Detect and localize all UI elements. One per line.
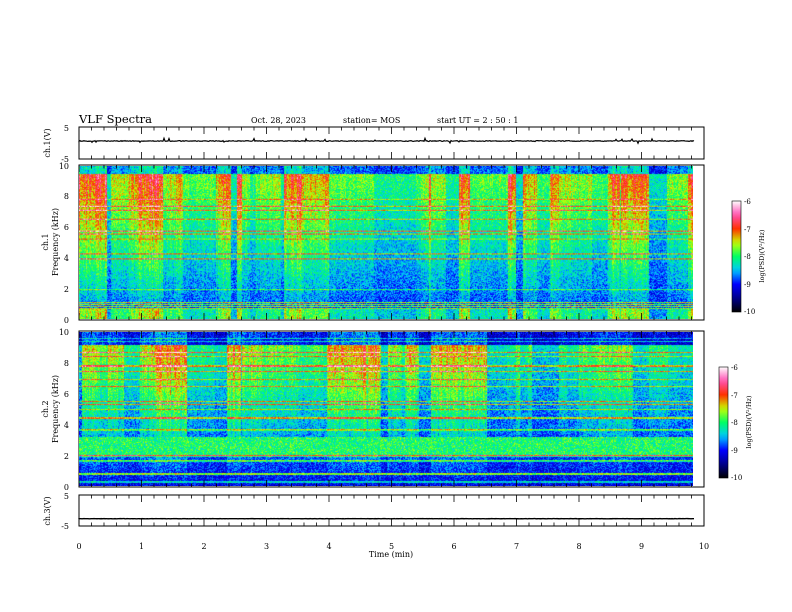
ch1-ytick-2: 2 <box>64 285 69 294</box>
x-tick-label: 2 <box>201 542 206 551</box>
ch2-colorbar-gradient <box>718 366 729 479</box>
cb2-label: log(PSD)(V²/Hz) <box>745 395 753 448</box>
ch1-ytick-top: 5 <box>64 124 69 133</box>
cb1-tick-m6: -6 <box>744 198 751 206</box>
x-tick-label: 7 <box>514 542 519 551</box>
ch3-waveform-ticks <box>78 495 705 526</box>
ch2-spectrogram-image <box>79 332 693 486</box>
ch1-ytick-8: 8 <box>64 192 69 201</box>
ch1-waveform-xticks <box>78 127 705 159</box>
ch1-ytick-10: 10 <box>59 162 69 171</box>
x-tick-label: 5 <box>389 542 394 551</box>
cb2-tick-m9: -9 <box>731 447 738 455</box>
ch2-channel-label: ch.2 <box>41 400 50 417</box>
ch2-spectrogram-ticks <box>78 331 705 487</box>
ch2-colorbar: -6 -7 -8 -9 -10 log(PSD)(V²/Hz) <box>718 364 753 482</box>
ch1-spectrogram-ticks <box>78 165 705 320</box>
cb1-tick-m8: -8 <box>744 253 751 261</box>
ch1-ytick-0: 0 <box>64 316 69 325</box>
ch1-colorbar-gradient <box>731 200 742 313</box>
cb1-label: log(PSD)(V²/Hz) <box>758 229 766 282</box>
station-label: station= MOS <box>343 116 400 125</box>
ch2-ytick-8: 8 <box>64 359 69 368</box>
ch1-channel-label: ch.1 <box>41 233 50 250</box>
start-time-label: start UT = 2 : 50 : 1 <box>437 116 518 125</box>
ch1-freq-label: Frequency (kHz) <box>51 208 60 276</box>
x-tick-label: 10 <box>699 542 709 551</box>
ch3-ytick-bottom: -5 <box>61 522 69 531</box>
ch1-ytick-bottom: -5 <box>61 155 69 164</box>
ch2-ytick-2: 2 <box>64 452 69 461</box>
x-tick-label: 9 <box>639 542 644 551</box>
date-label: Oct. 28, 2023 <box>251 116 306 125</box>
time-axis-tick-labels: 0 1 2 3 4 5 6 7 8 9 10 <box>76 542 709 551</box>
x-axis-label: Time (min) <box>369 550 413 559</box>
cb2-tick-m7: -7 <box>731 392 738 400</box>
ch1-spectrogram-image <box>79 166 693 319</box>
ch1-ylabel: ch.1(V) <box>43 128 52 157</box>
x-tick-label: 0 <box>76 542 81 551</box>
cb1-tick-m9: -9 <box>744 281 751 289</box>
ch1-spectrogram-panel: Frequency (kHz) ch.1 0 2 4 6 8 10 <box>41 162 705 325</box>
ch1-waveform-panel: 5 -5 ch.1(V) <box>43 124 705 164</box>
ch2-ytick-0: 0 <box>64 483 69 492</box>
figure-title: VLF Spectra <box>78 112 152 126</box>
ch2-ytick-6: 6 <box>64 390 69 399</box>
ch3-ytick-top: 5 <box>64 492 69 501</box>
ch3-waveform-panel: 5 -5 ch.3(V) 0 1 2 3 4 5 6 7 8 9 10 Time (min) <box>43 492 709 559</box>
ch3-ylabel: ch.3(V) <box>43 496 52 525</box>
x-tick-label: 3 <box>264 542 269 551</box>
x-tick-label: 8 <box>576 542 581 551</box>
ch2-ytick-4: 4 <box>64 421 69 430</box>
cb2-tick-m10: -10 <box>731 474 742 482</box>
cb1-tick-m7: -7 <box>744 226 751 234</box>
cb2-tick-m8: -8 <box>731 419 738 427</box>
x-tick-label: 4 <box>326 542 331 551</box>
x-tick-label: 1 <box>139 542 144 551</box>
ch2-spectrogram-panel: Frequency (kHz) ch.2 0 2 4 6 8 10 <box>41 328 705 492</box>
ch1-ytick-6: 6 <box>64 223 69 232</box>
cb1-tick-m10: -10 <box>744 308 755 316</box>
cb2-tick-m6: -6 <box>731 364 738 372</box>
ch1-waveform-trace <box>78 136 695 145</box>
ch2-freq-label: Frequency (kHz) <box>51 375 60 443</box>
x-tick-label: 6 <box>451 542 456 551</box>
ch2-ytick-10: 10 <box>59 328 69 337</box>
ch1-ytick-4: 4 <box>64 254 69 263</box>
ch1-colorbar: -6 -7 -8 -9 -10 log(PSD)(V²/Hz) <box>731 198 766 316</box>
